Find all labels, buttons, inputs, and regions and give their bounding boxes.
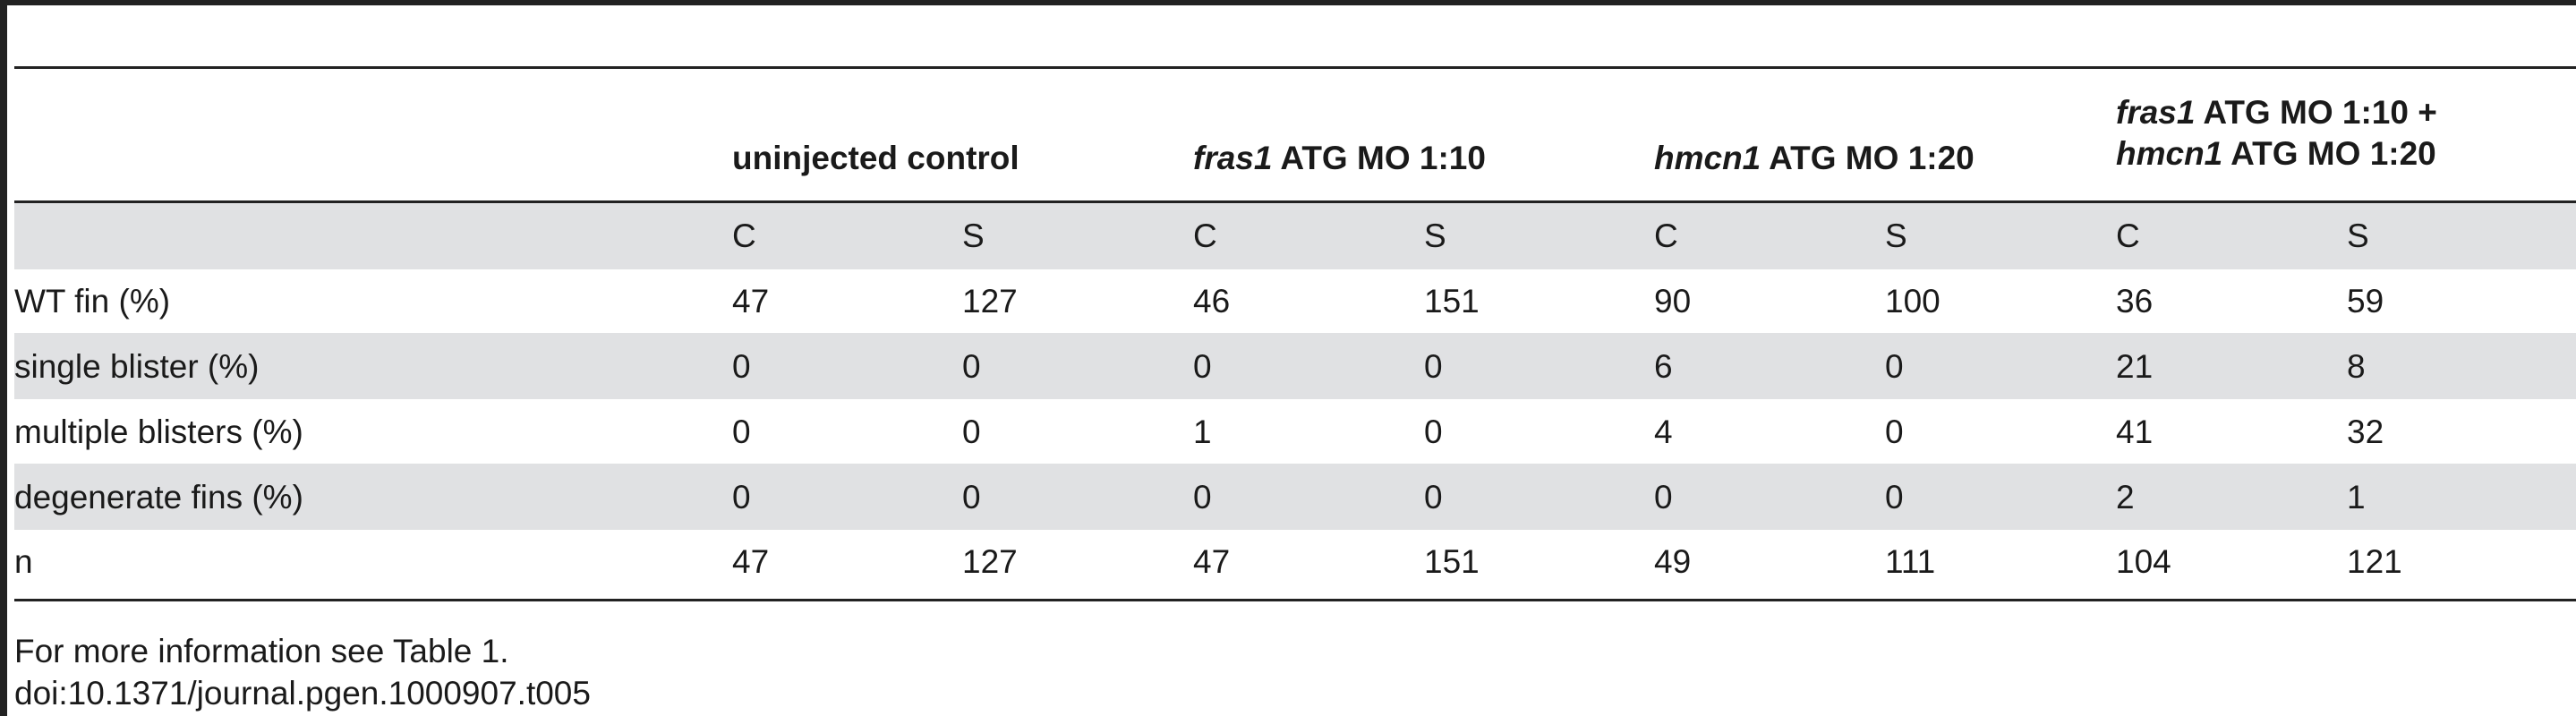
header-line: fras1 ATG MO 1:10 — [1193, 138, 1486, 179]
table-cell: 47 — [732, 543, 770, 580]
row-label: multiple blisters (%) — [14, 413, 303, 450]
table-cell: 0 — [962, 348, 981, 385]
header-line: hmcn1 ATG MO 1:20 — [2116, 133, 2437, 175]
table-cell: 127 — [962, 543, 1018, 580]
left-border — [0, 0, 7, 716]
table-cell: 0 — [732, 413, 751, 450]
row-label: degenerate fins (%) — [14, 479, 303, 516]
header-text: ATG MO 1:10 — [1272, 140, 1486, 176]
table-cell: 0 — [1885, 348, 1904, 385]
column-group-header: uninjected control — [732, 138, 1019, 179]
header-rule — [14, 200, 2576, 203]
subheader-cell: C — [1193, 217, 1217, 254]
row-shading — [14, 203, 2576, 269]
table-cell: 0 — [732, 348, 751, 385]
table-cell: 0 — [1424, 413, 1443, 450]
column-group-header: fras1 ATG MO 1:10 + hmcn1 ATG MO 1:20 — [2116, 92, 2437, 175]
header-line: fras1 ATG MO 1:10 + — [2116, 92, 2437, 133]
table-cell: 151 — [1424, 283, 1480, 320]
row-label: n — [14, 543, 33, 580]
table-cell: 47 — [1193, 543, 1231, 580]
table-top-rule — [14, 66, 2576, 69]
table-cell: 0 — [1424, 479, 1443, 516]
subheader-cell: C — [2116, 217, 2140, 254]
table-cell: 8 — [2347, 348, 2366, 385]
table-cell: 0 — [962, 479, 981, 516]
header-text: ATG MO 1:20 — [2222, 135, 2436, 172]
subheader-cell: S — [2347, 217, 2369, 254]
table-cell: 1 — [1193, 413, 1212, 450]
row-label: WT fin (%) — [14, 283, 171, 320]
table-cell: 41 — [2116, 413, 2154, 450]
row-shading — [14, 464, 2576, 530]
table-cell: 32 — [2347, 413, 2384, 450]
header-text: ATG MO 1:10 + — [2195, 94, 2437, 131]
table-cell: 6 — [1654, 348, 1673, 385]
subheader-cell: S — [1885, 217, 1907, 254]
table-cell: 127 — [962, 283, 1018, 320]
row-label: single blister (%) — [14, 348, 260, 385]
table-cell: 47 — [732, 283, 770, 320]
subheader-cell: S — [962, 217, 985, 254]
table-cell: 104 — [2116, 543, 2171, 580]
table-cell: 46 — [1193, 283, 1231, 320]
table-cell: 111 — [1885, 543, 1936, 580]
table-cell: 1 — [2347, 479, 2366, 516]
top-border — [0, 0, 2576, 5]
row-shading — [14, 333, 2576, 399]
table-cell: 21 — [2116, 348, 2154, 385]
table-cell: 90 — [1654, 283, 1692, 320]
header-text: uninjected control — [732, 140, 1019, 176]
table-cell: 0 — [962, 413, 981, 450]
column-group-header: fras1 ATG MO 1:10 — [1193, 138, 1486, 179]
table-cell: 2 — [2116, 479, 2135, 516]
table-cell: 100 — [1885, 283, 1941, 320]
table-cell: 0 — [1885, 413, 1904, 450]
table-cell: 0 — [1654, 479, 1673, 516]
gene-name: fras1 — [2116, 94, 2196, 131]
table-bottom-rule — [14, 599, 2576, 601]
header-line: uninjected control — [732, 138, 1019, 179]
gene-name: hmcn1 — [1654, 140, 1761, 176]
table-cell: 0 — [732, 479, 751, 516]
table-cell: 0 — [1885, 479, 1904, 516]
table-cell: 0 — [1193, 348, 1212, 385]
gene-name: fras1 — [1193, 140, 1273, 176]
table-cell: 121 — [2347, 543, 2402, 580]
table-cell: 0 — [1193, 479, 1212, 516]
table-cell: 36 — [2116, 283, 2154, 320]
column-group-header: hmcn1 ATG MO 1:20 — [1654, 138, 1975, 179]
table-footnote: For more information see Table 1. — [14, 633, 509, 669]
header-line: hmcn1 ATG MO 1:20 — [1654, 138, 1975, 179]
subheader-cell: C — [732, 217, 756, 254]
gene-name: hmcn1 — [2116, 135, 2223, 172]
header-text: ATG MO 1:20 — [1761, 140, 1975, 176]
table-cell: 151 — [1424, 543, 1480, 580]
subheader-cell: S — [1424, 217, 1446, 254]
table-cell: 0 — [1424, 348, 1443, 385]
table-cell: 59 — [2347, 283, 2384, 320]
table-cell: 49 — [1654, 543, 1692, 580]
table-doi: doi:10.1371/journal.pgen.1000907.t005 — [14, 675, 591, 712]
subheader-cell: C — [1654, 217, 1678, 254]
table-cell: 4 — [1654, 413, 1673, 450]
